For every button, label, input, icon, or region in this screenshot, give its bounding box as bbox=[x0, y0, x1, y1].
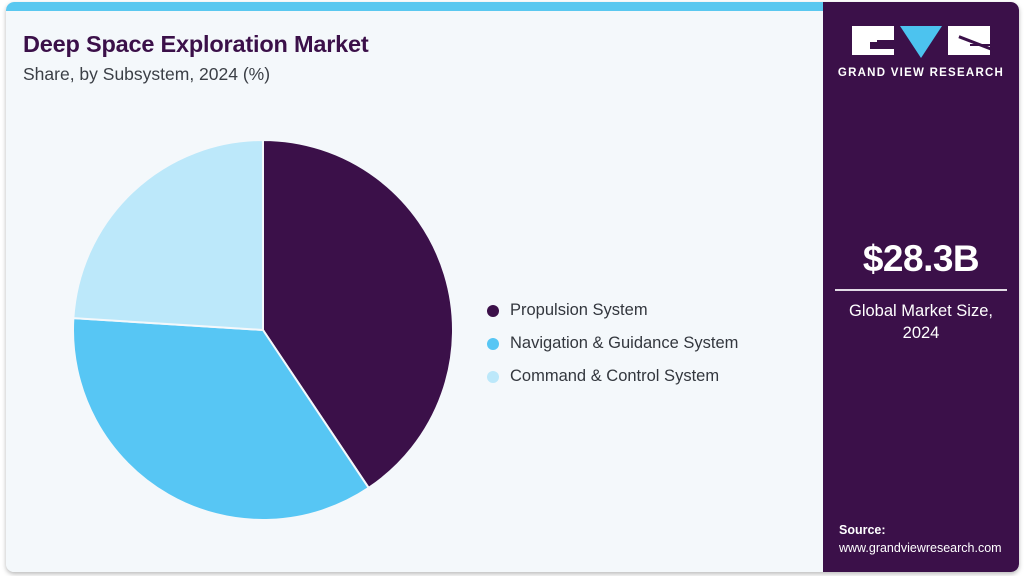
logo-letter-g-icon bbox=[852, 26, 894, 55]
source-url[interactable]: www.grandviewresearch.com bbox=[839, 541, 1002, 556]
legend-swatch-propulsion-icon bbox=[487, 304, 499, 317]
legend-item-propulsion[interactable]: Propulsion System bbox=[487, 294, 738, 327]
source-label: Source: bbox=[839, 522, 886, 537]
logo-letter-r-icon bbox=[948, 26, 990, 55]
brand-sidebar: GRAND VIEW RESEARCH $28.3B Global Market… bbox=[823, 2, 1019, 572]
pie-slice-group bbox=[71, 138, 454, 521]
market-size-value: $28.3B bbox=[862, 238, 980, 279]
legend-label-propulsion: Propulsion System bbox=[510, 301, 648, 319]
logo-wordmark: GRAND VIEW RESEARCH bbox=[837, 67, 1005, 79]
pie-chart bbox=[70, 137, 456, 523]
legend-item-navigation[interactable]: Navigation & Guidance System bbox=[487, 327, 738, 360]
stat-divider bbox=[835, 289, 1007, 291]
page-title: Deep Space Exploration Market bbox=[23, 31, 369, 57]
page-subtitle: Share, by Subsystem, 2024 (%) bbox=[23, 64, 271, 84]
logo-letter-v-triangle-icon bbox=[900, 26, 942, 58]
top-accent-bar bbox=[6, 2, 823, 11]
brand-logo: GRAND VIEW RESEARCH bbox=[823, 26, 1019, 79]
legend-item-command[interactable]: Command & Control System bbox=[487, 360, 738, 393]
pie-slice[interactable] bbox=[71, 317, 371, 521]
market-size-caption: Global Market Size, 2024 bbox=[849, 302, 993, 342]
legend-swatch-command-icon bbox=[487, 370, 499, 383]
source-block: Source: www.grandviewresearch.com bbox=[839, 521, 1019, 559]
pie-chart-svg bbox=[71, 138, 454, 521]
legend-swatch-navigation-icon bbox=[487, 337, 499, 350]
market-size-stat: $28.3B Global Market Size, 2024 bbox=[823, 240, 1019, 345]
chart-legend: Propulsion System Navigation & Guidance … bbox=[487, 294, 738, 393]
chart-card: Deep Space Exploration Market Share, by … bbox=[6, 2, 1019, 572]
legend-label-navigation: Navigation & Guidance System bbox=[510, 334, 739, 352]
legend-label-command: Command & Control System bbox=[510, 367, 720, 385]
logo-marks bbox=[823, 26, 1019, 58]
pie-slice[interactable] bbox=[72, 138, 264, 332]
chart-content-panel: Deep Space Exploration Market Share, by … bbox=[6, 11, 823, 572]
